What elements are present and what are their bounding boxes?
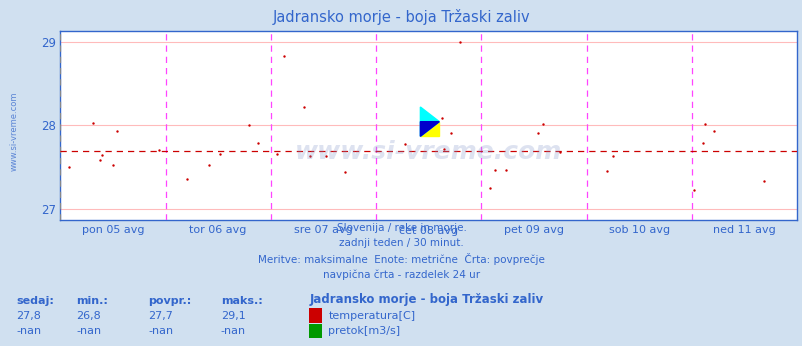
Point [87, 121, 99, 126]
Point [757, 178, 770, 183]
Point [152, 147, 165, 153]
Point [242, 122, 255, 128]
Point [203, 163, 216, 168]
Point [93, 157, 106, 162]
Point [270, 151, 283, 157]
Point [63, 164, 75, 170]
Point [599, 169, 612, 174]
Point [213, 151, 226, 156]
Point [483, 185, 496, 191]
Point [338, 169, 351, 174]
Point [698, 121, 711, 127]
Point [303, 153, 316, 158]
Point [606, 153, 619, 159]
Text: -nan: -nan [16, 326, 41, 336]
Point [536, 121, 549, 127]
Point [111, 128, 124, 133]
Point [398, 142, 411, 147]
Point [297, 104, 310, 110]
Point [532, 130, 545, 136]
Text: 27,8: 27,8 [16, 311, 41, 321]
Text: sedaj:: sedaj: [16, 296, 54, 306]
Text: 26,8: 26,8 [76, 311, 101, 321]
Point [696, 140, 709, 146]
Text: Slovenija / reke in morje.
zadnji teden / 30 minut.
Meritve: maksimalne  Enote: : Slovenija / reke in morje. zadnji teden … [257, 223, 545, 280]
Point [180, 176, 193, 182]
Point [687, 188, 700, 193]
Point [251, 140, 264, 146]
Point [107, 162, 119, 167]
Text: povpr.:: povpr.: [148, 296, 192, 306]
Text: -nan: -nan [76, 326, 101, 336]
Point [437, 146, 450, 152]
Text: -nan: -nan [148, 326, 173, 336]
Point [488, 167, 500, 173]
Text: pretok[m3/s]: pretok[m3/s] [328, 326, 400, 336]
Point [452, 39, 465, 45]
Text: 27,7: 27,7 [148, 311, 173, 321]
Text: www.si-vreme.com: www.si-vreme.com [295, 140, 561, 164]
Text: Jadransko morje - boja Tržaski zaliv: Jadransko morje - boja Tržaski zaliv [273, 9, 529, 25]
Text: www.si-vreme.com: www.si-vreme.com [10, 92, 18, 171]
Point [553, 149, 566, 155]
Point [95, 152, 108, 158]
Text: min.:: min.: [76, 296, 108, 306]
Polygon shape [420, 122, 439, 136]
Point [444, 131, 456, 136]
Text: -nan: -nan [221, 326, 245, 336]
Polygon shape [420, 122, 439, 136]
Point [707, 128, 719, 133]
Text: 29,1: 29,1 [221, 311, 245, 321]
Text: Jadransko morje - boja Tržaski zaliv: Jadransko morje - boja Tržaski zaliv [309, 293, 543, 306]
Point [319, 154, 332, 159]
Polygon shape [420, 107, 439, 136]
Point [435, 115, 448, 120]
Text: maks.:: maks.: [221, 296, 262, 306]
Text: temperatura[C]: temperatura[C] [328, 311, 415, 321]
Point [277, 53, 290, 59]
Point [499, 168, 512, 173]
